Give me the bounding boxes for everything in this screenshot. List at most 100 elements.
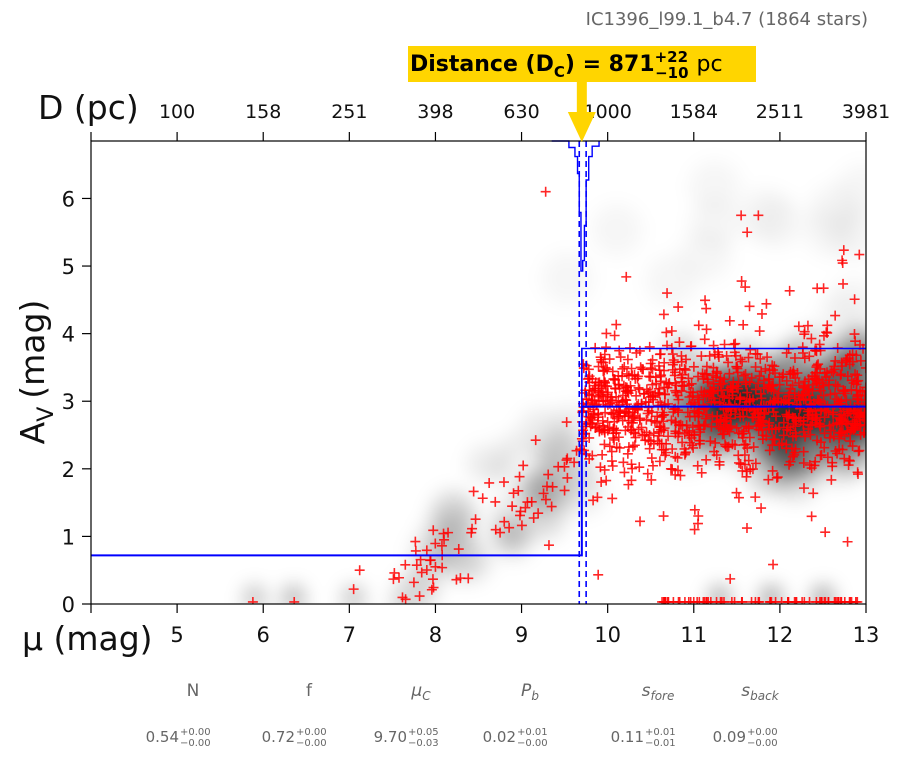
star-point [814, 382, 825, 393]
x-tick-label: 8 [429, 623, 442, 647]
star-point [668, 355, 679, 366]
star-point [819, 428, 830, 439]
param-name: Pb [521, 681, 539, 703]
param-name: sfore [642, 681, 675, 703]
star-point [635, 516, 646, 527]
star-point [654, 349, 665, 360]
star-point [647, 460, 658, 471]
star-point [659, 409, 670, 420]
star-point [708, 362, 719, 373]
star-point [781, 411, 792, 422]
star-point [789, 352, 800, 363]
star-point [784, 459, 795, 470]
star-point [806, 511, 817, 522]
star-point [633, 382, 644, 393]
star-point [712, 385, 723, 396]
density-blob [828, 277, 880, 329]
star-point [754, 371, 765, 382]
star-point [764, 381, 775, 392]
star-point [835, 427, 846, 438]
star-point [819, 442, 830, 453]
star-point [669, 370, 680, 381]
star-point [785, 366, 796, 377]
star-point [737, 356, 748, 367]
star-point [533, 508, 544, 519]
star-point [621, 368, 632, 379]
star-point [814, 396, 825, 407]
star-point [421, 565, 432, 576]
star-point [601, 342, 612, 353]
star-point [743, 352, 754, 363]
star-point [811, 412, 822, 423]
top-tick-label: 100 [159, 101, 195, 123]
star-point [692, 392, 703, 403]
star-point [804, 351, 815, 362]
star-point [671, 380, 682, 391]
star-point [849, 294, 860, 305]
star-point [730, 338, 741, 349]
star-point [736, 210, 747, 221]
y-axis-title-unit: (mag) [13, 300, 52, 399]
y-tick-label: 3 [62, 390, 75, 414]
star-point [688, 361, 699, 372]
param-upper-error: +0.05 [408, 727, 439, 738]
param-name: f [306, 681, 313, 701]
star-point [657, 407, 668, 418]
star-point [764, 445, 775, 456]
star-point [800, 394, 811, 405]
star-point [841, 418, 852, 429]
star-point [661, 438, 672, 449]
star-point [768, 386, 779, 397]
star-point [753, 378, 764, 389]
star-point [807, 371, 818, 382]
star-point [746, 596, 757, 604]
star-point [394, 572, 405, 583]
star-point [839, 453, 850, 464]
star-point [745, 464, 756, 475]
star-point [289, 596, 300, 604]
star-point [790, 427, 801, 438]
star-point [614, 345, 625, 356]
star-point [596, 477, 607, 488]
star-point [587, 373, 598, 384]
star-point [619, 361, 630, 372]
star-point [561, 417, 572, 428]
star-point [838, 278, 849, 289]
star-point [725, 573, 736, 584]
star-point [388, 574, 399, 585]
star-point [773, 422, 784, 433]
star-point [436, 540, 447, 551]
star-point [818, 390, 829, 401]
star-point [827, 457, 838, 468]
star-point [731, 381, 742, 392]
star-point [667, 444, 678, 455]
star-point [694, 420, 705, 431]
star-point [659, 423, 670, 434]
density-blob [689, 160, 741, 212]
star-point [604, 441, 615, 452]
star-point [805, 399, 816, 410]
star-point [641, 414, 652, 425]
star-point [756, 366, 767, 377]
star-point [613, 379, 624, 390]
top-tick-label: 1000 [583, 101, 631, 123]
x-tick-label: 6 [257, 623, 270, 647]
star-point [690, 411, 701, 422]
star-point [632, 373, 643, 384]
star-point [673, 465, 684, 476]
star-point [656, 444, 667, 455]
param-upper-error: +0.01 [645, 727, 676, 738]
star-point [744, 301, 755, 312]
y-tick-label: 6 [62, 187, 75, 211]
star-point [767, 465, 778, 476]
star-point [599, 377, 610, 388]
star-point [799, 376, 810, 387]
star-point [746, 372, 757, 383]
star-point [662, 288, 673, 299]
star-point [562, 472, 573, 483]
star-point [660, 450, 671, 461]
star-point [617, 415, 628, 426]
star-point [854, 249, 865, 260]
star-point [659, 399, 670, 410]
param-name: sback [741, 681, 779, 703]
